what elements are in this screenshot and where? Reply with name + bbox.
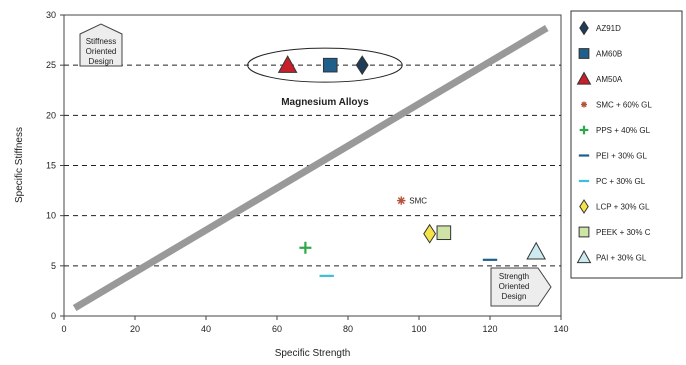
y-tick-label: 20 — [46, 110, 56, 120]
strength-oriented-callout — [490, 267, 552, 307]
y-tick-label: 10 — [46, 211, 56, 221]
stiffness-callout-text: Stiffness — [86, 37, 117, 46]
smc-point-label: SMC — [409, 197, 427, 206]
marker-am60b — [322, 57, 338, 73]
marker-am50a — [277, 55, 298, 73]
strength-callout-text: Design — [502, 292, 527, 301]
magnesium-ellipse — [247, 47, 403, 83]
legend-label: PAI + 30% GL — [596, 254, 647, 263]
legend-marker — [579, 125, 589, 135]
legend-label: PEEK + 30% C — [596, 228, 651, 237]
strength-callout-text: Strength — [499, 272, 529, 281]
legend-box — [570, 10, 683, 279]
legend-marker — [576, 249, 592, 264]
x-tick-label: 60 — [272, 324, 282, 334]
legend-marker — [578, 48, 590, 59]
legend-layer: AZ91D AM60B AM50A SMC + 60% GL PPS + 40% GL P… — [570, 10, 683, 279]
marker-az91d — [355, 55, 369, 76]
x-tick-label: 100 — [411, 324, 426, 334]
y-tick-label: 15 — [46, 161, 56, 171]
y-tick-label: 30 — [46, 10, 56, 20]
strength-callout-text: Oriented — [499, 282, 530, 291]
legend-label: AZ91D — [596, 24, 621, 33]
x-tick-label: 20 — [130, 324, 140, 334]
y-tick-label: 25 — [46, 60, 56, 70]
x-tick-label: 0 — [61, 324, 66, 334]
trend-layer — [72, 25, 549, 311]
legend-marker — [578, 226, 590, 238]
marker-layer — [277, 55, 546, 277]
stiffness-oriented-callout — [79, 23, 123, 67]
x-tick-label: 80 — [343, 324, 353, 334]
legend-marker — [580, 101, 588, 108]
marker-smc-60-gl-stroke — [397, 197, 405, 205]
marker-smc-60-gl — [397, 196, 406, 205]
stiffness-callout-text: Oriented — [86, 47, 117, 56]
legend-marker — [576, 71, 592, 85]
marker-pps-40-gl — [299, 241, 312, 254]
legend-label: AM50A — [596, 75, 623, 84]
axis-layer: 0 5 10 15 20 25 30 0 20 40 60 80 100 120 140 — [46, 10, 569, 334]
x-tick-label: 140 — [553, 324, 568, 334]
legend-label: SMC + 60% GL — [596, 101, 652, 110]
magnesium-alloys-label: Magnesium Alloys — [281, 97, 369, 108]
x-tick-label: 40 — [201, 324, 211, 334]
x-axis-label: Specific Strength — [275, 348, 351, 359]
y-axis-label: Specific Stiffness — [14, 127, 25, 203]
legend-marker — [579, 199, 589, 214]
marker-pai-30-gl — [526, 241, 546, 260]
legend-label: LCP + 30% GL — [596, 203, 650, 212]
y-tick-label: 0 — [51, 311, 56, 321]
x-tick-label: 120 — [482, 324, 497, 334]
legend-marker — [579, 20, 589, 36]
y-tick-label: 5 — [51, 261, 56, 271]
legend-label: PPS + 40% GL — [596, 126, 651, 135]
legend-marker-stroke — [581, 101, 587, 108]
trend-line — [72, 25, 549, 311]
legend-label: PEI + 30% GL — [596, 152, 647, 161]
legend-label: AM60B — [596, 50, 622, 59]
stiffness-callout-text: Design — [89, 57, 114, 66]
marker-peek-30-c — [436, 225, 452, 241]
marker-lcp-30-gl — [423, 223, 437, 244]
annotation-layer: Magnesium AlloysStiffnessOrientedDesignS… — [79, 23, 552, 307]
legend-label: PC + 30% GL — [596, 177, 646, 186]
